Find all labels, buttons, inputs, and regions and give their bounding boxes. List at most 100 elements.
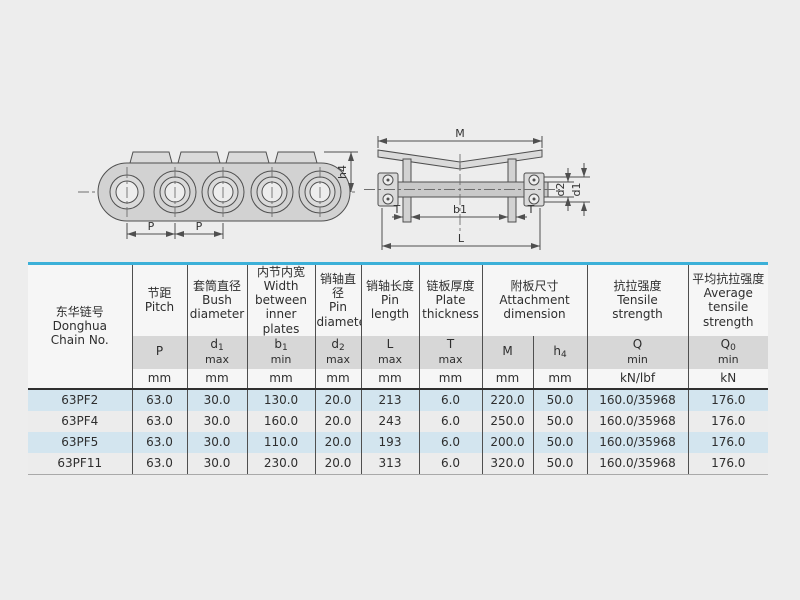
table-cell: 6.0 <box>418 452 482 475</box>
header-en: Average tensile strength <box>702 286 754 329</box>
table-cell: 6.0 <box>418 431 482 453</box>
table-cell: 20.0 <box>314 452 361 475</box>
chain-no-cell: 63PF2 <box>28 387 132 411</box>
table-cell: 20.0 <box>314 410 361 432</box>
header-cn: 链板厚度 <box>426 279 475 294</box>
header-en: Tensile strength <box>612 293 663 322</box>
header-cn: 销轴长度 <box>365 279 414 294</box>
table-cell: 200.0 <box>481 431 533 453</box>
table-cell: 230.0 <box>246 452 315 475</box>
chain-no-cell: 63PF4 <box>28 410 132 432</box>
table-cell: 63.0 <box>131 431 187 453</box>
dim-label-m: M <box>455 127 465 140</box>
unit-cell: mm <box>360 368 419 389</box>
unit-cell: mm <box>186 368 247 389</box>
symbol-cell-M: M <box>481 335 533 369</box>
symbol-cell-d1: d1 max <box>186 335 247 369</box>
table-cell: 160.0/35968 <box>586 452 689 475</box>
dim-label-b1: b1 <box>453 203 467 216</box>
symbol-subscript: 0 <box>730 343 736 354</box>
chain-cross-section-diagram: M d2 d1 <box>364 127 590 250</box>
table-cell: 160.0/35968 <box>586 387 689 411</box>
chain-side-view-diagram: P P h4 <box>78 151 358 239</box>
table-cell: 313 <box>360 452 419 475</box>
symbol-cell-L: L max <box>360 335 419 369</box>
table-row: 63PF5 63.0 30.0 110.0 20.0 193 6.0 200.0… <box>28 431 769 453</box>
symbol-cell-d2: d2 max <box>314 335 361 369</box>
dim-label-d1: d1 <box>570 183 583 197</box>
attachment-plate <box>225 151 270 164</box>
unit-cell: mm <box>532 368 588 389</box>
chain-no-cell: 63PF5 <box>28 431 132 453</box>
header-cn: 节距 <box>147 286 172 301</box>
table-cell: 63.0 <box>131 387 187 411</box>
dim-label-l: L <box>458 232 465 245</box>
symbol-qualifier: min <box>717 353 739 367</box>
table-cell: 176.0 <box>687 387 769 411</box>
symbol: h <box>553 343 561 358</box>
header-cn: 销轴直径 <box>319 272 356 301</box>
header-en: Pitch <box>144 300 175 315</box>
table-cell: 63.0 <box>131 452 187 475</box>
dim-label-h4: h4 <box>336 165 349 179</box>
symbol-qualifier: min <box>270 353 292 367</box>
table-cell: 176.0 <box>687 452 769 475</box>
symbol-qualifier: max <box>205 353 229 367</box>
unit-cell: mm <box>314 368 361 389</box>
chain-no-cell: 63PF11 <box>28 452 132 475</box>
symbol-subscript: 4 <box>560 349 567 360</box>
table-cell: 160.0 <box>246 410 315 432</box>
symbol: Q <box>720 337 731 352</box>
symbol: M <box>502 343 513 358</box>
attachment-plate <box>129 151 173 164</box>
symbol-qualifier: max <box>326 353 350 367</box>
dim-label-t-left: T <box>393 203 401 216</box>
table-row: 63PF11 63.0 30.0 230.0 20.0 313 6.0 320.… <box>28 452 769 475</box>
table-cell: 110.0 <box>246 431 315 453</box>
symbol: L <box>386 337 394 352</box>
header-cn: 抗拉强度 <box>613 279 662 294</box>
header-en: Pin diameter <box>316 300 362 329</box>
symbol: P <box>155 343 164 358</box>
col-header-pin-length: 销轴长度 Pin length <box>360 265 419 336</box>
chain-col-cn: 东华链号 <box>55 305 104 320</box>
symbol: Q <box>632 337 643 352</box>
spec-table-wrapper: 东华链号 Donghua Chain No. 节距 Pitch 套筒直径 Bus… <box>28 262 769 475</box>
header-en: Pin length <box>370 293 410 322</box>
table-cell: 50.0 <box>532 410 588 432</box>
unit-cell: mm <box>131 368 187 389</box>
symbol-qualifier: max <box>438 353 463 367</box>
table-cell: 130.0 <box>246 387 315 411</box>
col-header-tensile-strength: 抗拉强度 Tensile strength <box>586 265 689 336</box>
symbol-subscript: 1 <box>281 343 288 354</box>
table-cell: 320.0 <box>481 452 533 475</box>
table-cell: 50.0 <box>532 431 588 453</box>
table-cell: 160.0/35968 <box>586 431 689 453</box>
table-cell: 176.0 <box>687 410 769 432</box>
table-row: 63PF2 63.0 30.0 130.0 20.0 213 6.0 220.0… <box>28 387 769 411</box>
symbol: T <box>446 337 455 352</box>
dim-label-t-right: T <box>527 203 535 216</box>
col-header-pin-diameter: 销轴直径 Pin diameter <box>314 265 362 336</box>
table-cell: 250.0 <box>481 410 533 432</box>
chain-spec-table: 东华链号 Donghua Chain No. 节距 Pitch 套筒直径 Bus… <box>28 265 769 475</box>
symbol-cell-p: P <box>131 335 187 369</box>
unit-cell: mm <box>246 368 315 389</box>
table-cell: 243 <box>360 410 419 432</box>
header-cn: 附板尺寸 <box>510 279 559 294</box>
symbol: d <box>331 337 339 352</box>
table-cell: 50.0 <box>532 452 588 475</box>
symbol-subscript: 2 <box>338 343 345 354</box>
col-header-chain-no: 东华链号 Donghua Chain No. <box>28 265 132 389</box>
table-cell: 20.0 <box>314 387 361 411</box>
col-header-bush-diameter: 套筒直径 Bush diameter <box>186 265 247 336</box>
pin <box>377 181 549 198</box>
col-header-plate-thickness: 链板厚度 Plate thickness <box>418 265 482 336</box>
symbol-qualifier: max <box>378 353 402 367</box>
unit-cell: kN/lbf <box>586 368 689 389</box>
unit-cell: mm <box>481 368 533 389</box>
attachment-plate <box>177 151 221 164</box>
col-header-attachment-dimension: 附板尺寸 Attachment dimension <box>481 265 588 336</box>
table-cell: 6.0 <box>418 410 482 432</box>
